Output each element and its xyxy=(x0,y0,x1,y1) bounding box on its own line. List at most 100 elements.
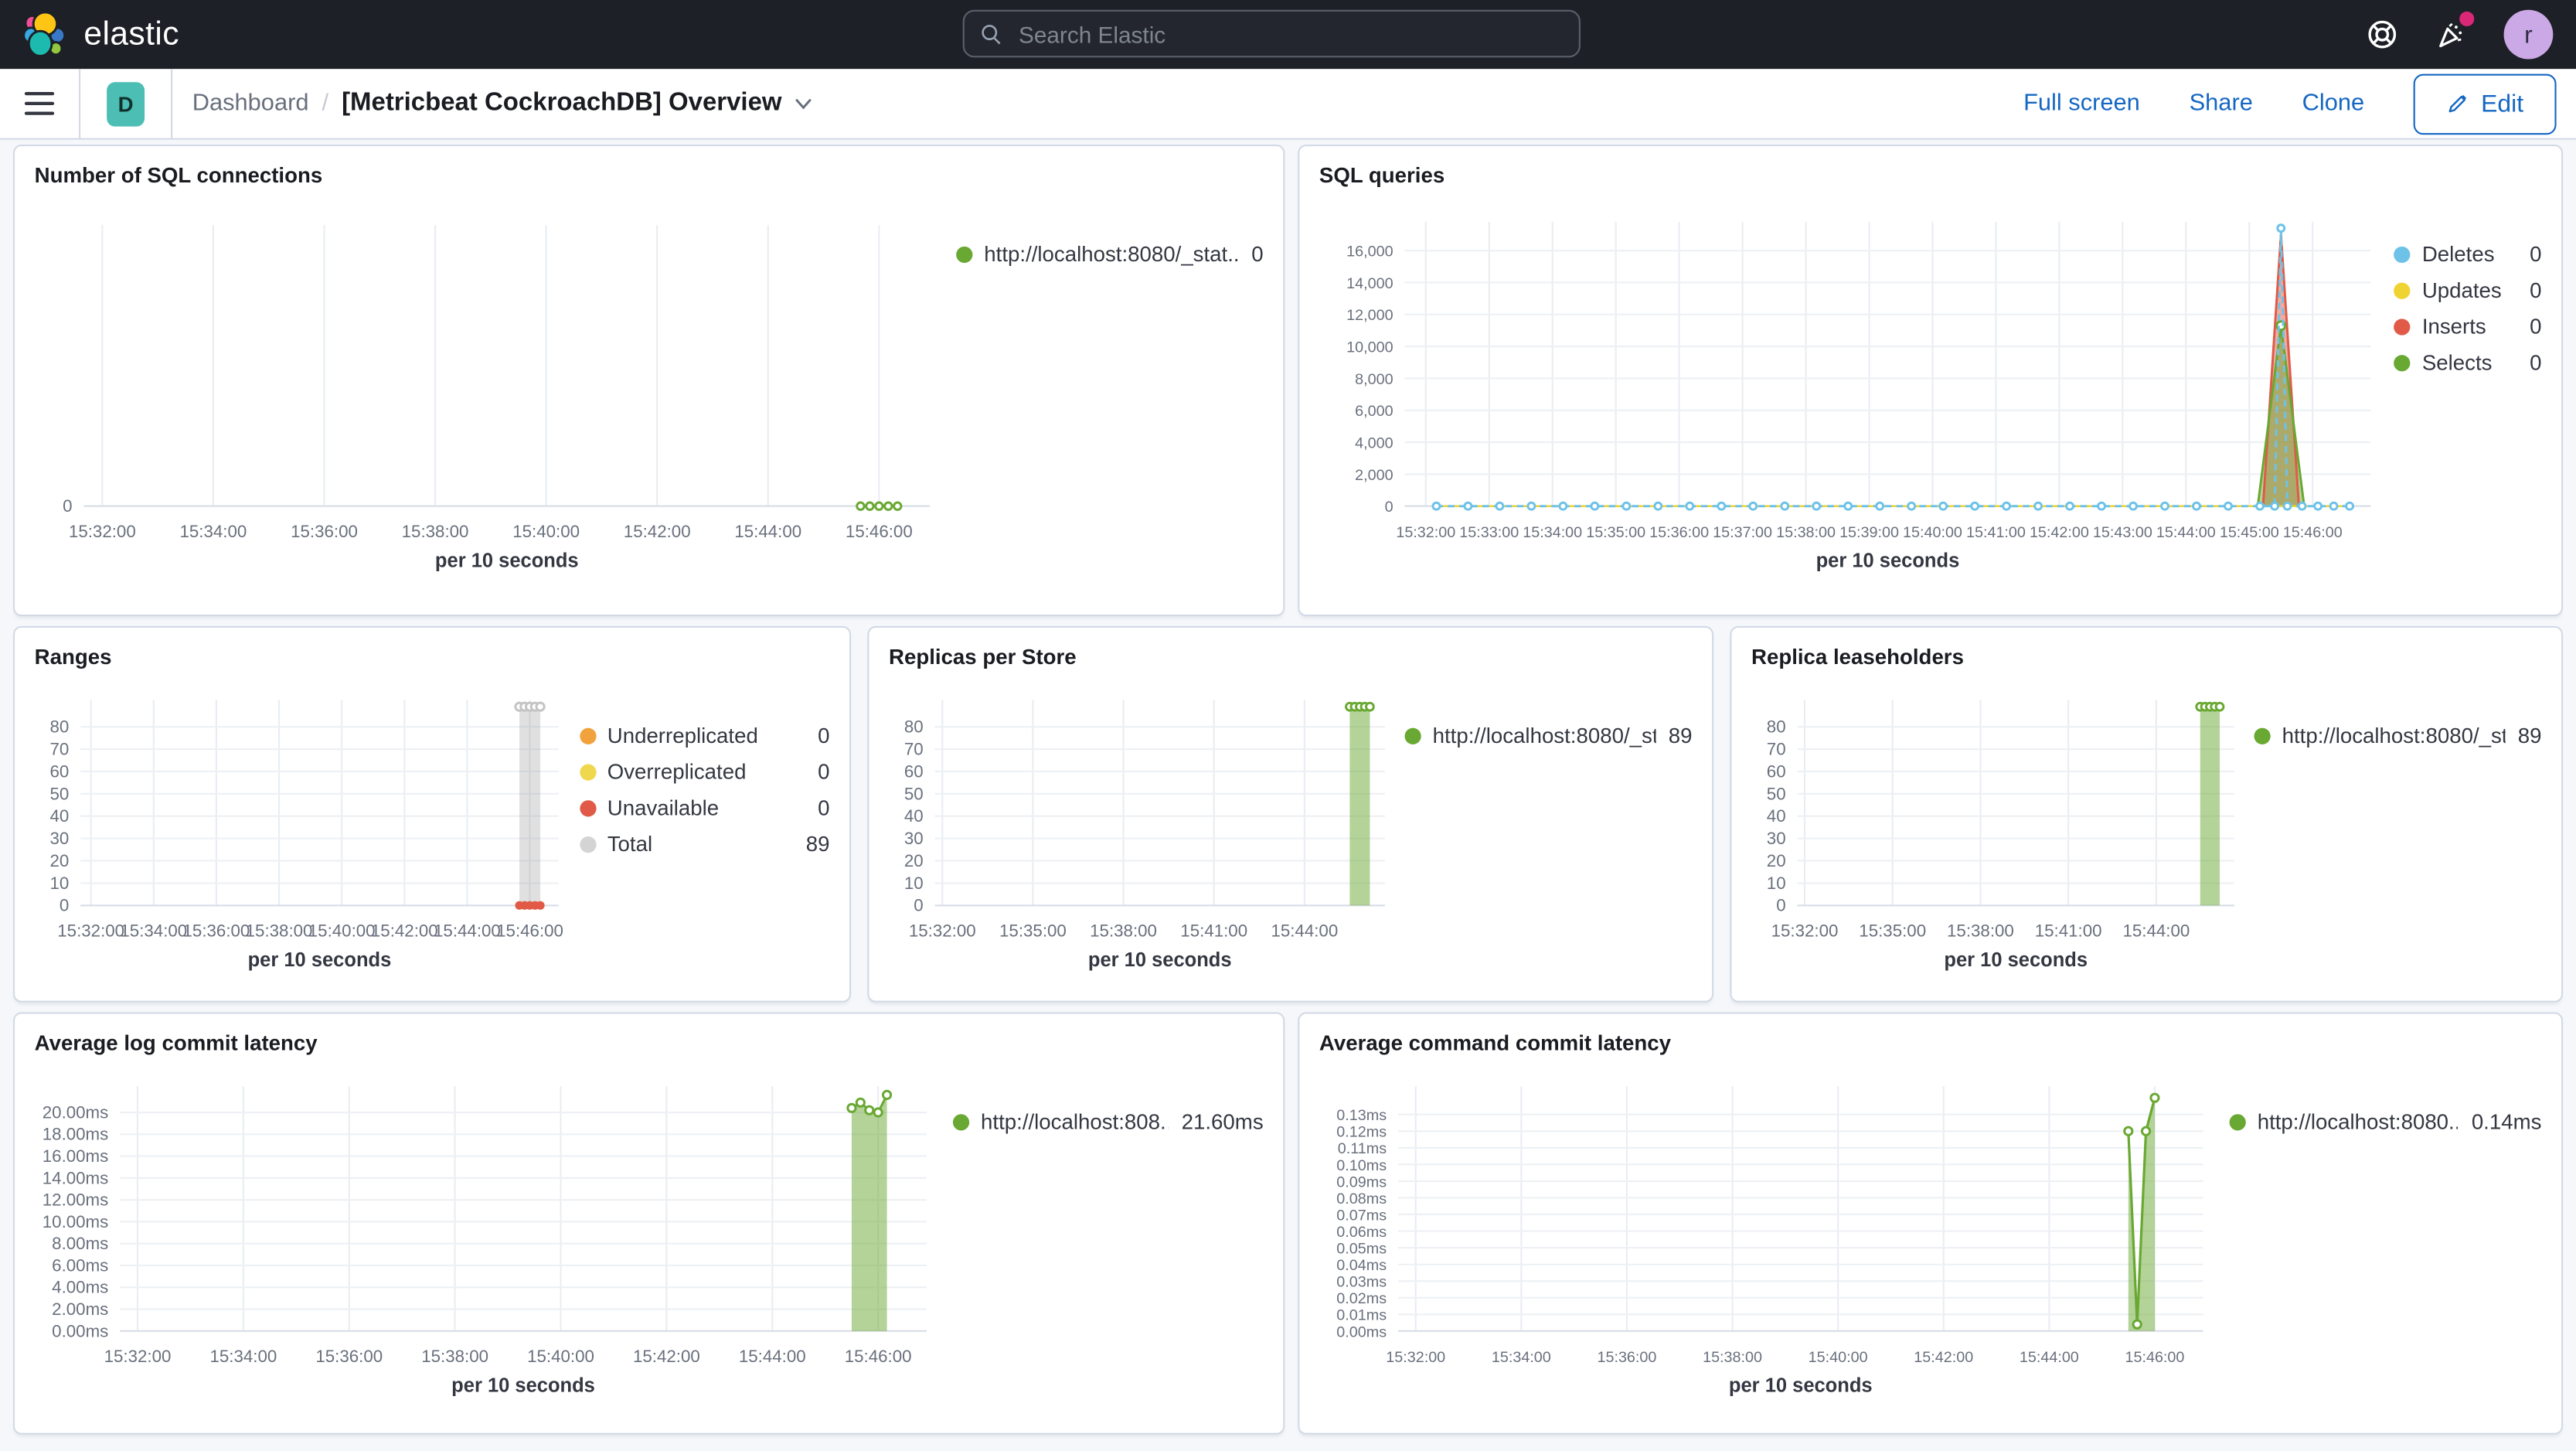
help-button[interactable] xyxy=(2366,18,2399,51)
legend-item[interactable]: Underreplicated 0 xyxy=(579,723,829,748)
legend-item[interactable]: Selects 0 xyxy=(2394,350,2541,375)
replicas-per-store-legend: http://localhost:8080/_sta... 89 xyxy=(1395,680,1692,988)
svg-text:4,000: 4,000 xyxy=(1355,435,1393,452)
panel-replicas-per-store[interactable]: Replicas per Store 0 10 20 30 40 50 60 70 80 15:3… xyxy=(867,625,1714,1003)
svg-text:15:36:00: 15:36:00 xyxy=(291,522,358,541)
svg-text:8,000: 8,000 xyxy=(1355,371,1393,388)
svg-text:20: 20 xyxy=(1767,851,1786,870)
elastic-logo[interactable]: elastic xyxy=(0,11,179,58)
svg-text:60: 60 xyxy=(49,761,69,781)
legend-item[interactable]: http://localhost:8080/_sta... 89 xyxy=(2254,723,2541,748)
avg-command-commit-latency-chart[interactable]: 0.00ms0.01ms0.02ms0.03ms0.04ms0.05ms0.06… xyxy=(1319,1067,2220,1420)
panel-avg-command-commit-latency[interactable]: Average command commit latency 0.00ms 0.0… xyxy=(1298,1012,2564,1435)
ranges-legend: Underreplicated 0 Overreplicated 0 Unavailab… xyxy=(570,680,830,988)
avg-log-commit-latency-chart[interactable]: 0.00ms 2.00ms 4.00ms 6.00ms 8.00ms 10.00ms 12.… xyxy=(35,1067,944,1420)
svg-text:0.03ms: 0.03ms xyxy=(1336,1274,1387,1291)
legend-label: Underreplicated xyxy=(607,723,758,748)
svg-text:15:32:00: 15:32:00 xyxy=(104,1347,172,1366)
share-button[interactable]: Share xyxy=(2189,90,2253,117)
breadcrumb-dashboard-link[interactable]: Dashboard xyxy=(192,90,309,117)
legend-dot xyxy=(2394,318,2411,335)
legend-label: http://localhost:808... xyxy=(981,1109,1169,1134)
legend-item[interactable]: http://localhost:8080/_stat... 0 xyxy=(956,241,1264,266)
panel-title: SQL queries xyxy=(1319,162,1445,188)
svg-text:15:32:00: 15:32:00 xyxy=(57,921,124,941)
svg-text:15:46:00: 15:46:00 xyxy=(2283,524,2343,541)
svg-text:0.00ms: 0.00ms xyxy=(52,1321,108,1340)
legend-item[interactable]: Deletes 0 xyxy=(2394,241,2541,267)
svg-text:15:46:00: 15:46:00 xyxy=(846,522,913,541)
legend-item[interactable]: Overreplicated 0 xyxy=(579,759,830,784)
replica-leaseholders-chart[interactable]: 0 10 20 30 40 50 60 70 80 15:32:00 15:35:00 15:38:0… xyxy=(1751,680,2244,988)
replicas-per-store-chart[interactable]: 0 10 20 30 40 50 60 70 80 15:32:00 15:35:00 15:38:0… xyxy=(889,680,1395,988)
user-avatar[interactable]: r xyxy=(2503,9,2554,60)
panel-ranges[interactable]: Ranges 0 10 20 30 40 50 60 70 80 15:32:00 15:34:00… xyxy=(13,625,852,1003)
svg-text:15:41:00: 15:41:00 xyxy=(1180,921,1247,941)
legend-item[interactable]: http://localhost:8080/_sta... 89 xyxy=(1404,723,1692,748)
legend-dot xyxy=(579,763,596,780)
svg-text:14.00ms: 14.00ms xyxy=(43,1168,109,1187)
pencil-icon xyxy=(2448,94,2467,113)
legend-dot xyxy=(579,727,596,744)
svg-text:40: 40 xyxy=(1767,806,1786,826)
panel-sql-queries[interactable]: SQL queries 0 2,000 4,000 6,000 8,000 10,000 1… xyxy=(1298,145,2564,617)
panel-avg-log-commit-latency[interactable]: Average log commit latency 0.00ms 2.00ms 4… xyxy=(13,1012,1285,1435)
search-input[interactable] xyxy=(1015,19,1563,49)
global-search[interactable] xyxy=(962,9,1581,58)
svg-text:15:38:00: 15:38:00 xyxy=(246,921,313,941)
panel-replica-leaseholders[interactable]: Replica leaseholders 0 10 20 30 40 50 60 70 80 15… xyxy=(1730,625,2564,1003)
svg-text:per 10 seconds: per 10 seconds xyxy=(1816,550,1960,571)
svg-text:15:38:00: 15:38:00 xyxy=(402,522,469,541)
legend-item[interactable]: Unavailable 0 xyxy=(579,795,829,820)
divider xyxy=(171,68,173,139)
svg-text:15:44:00: 15:44:00 xyxy=(734,522,801,541)
search-icon xyxy=(982,24,1001,44)
sql-queries-chart[interactable]: 0 2,000 4,000 6,000 8,000 10,000 12,000 14,000 1… xyxy=(1319,199,2384,601)
svg-text:15:44:00: 15:44:00 xyxy=(434,921,501,941)
legend-value: 89 xyxy=(805,831,830,857)
legend-value: 0 xyxy=(818,759,830,784)
edit-button[interactable]: Edit xyxy=(2413,73,2557,135)
page-title[interactable]: [Metricbeat CockroachDB] Overview xyxy=(342,89,813,118)
svg-text:0: 0 xyxy=(1385,499,1393,516)
legend-item[interactable]: http://localhost:808... 21.60ms xyxy=(952,1109,1264,1134)
svg-text:per 10 seconds: per 10 seconds xyxy=(435,550,579,571)
panel-number-of-sql-connections[interactable]: Number of SQL connections 0 15:32:00 15:34… xyxy=(13,145,1285,617)
svg-text:15:33:00: 15:33:00 xyxy=(1459,524,1519,541)
svg-text:15:46:00: 15:46:00 xyxy=(496,921,563,941)
legend-item[interactable]: Total 89 xyxy=(579,831,830,857)
legend-item[interactable]: Updates 0 xyxy=(2394,278,2541,302)
legend-label: Inserts xyxy=(2421,314,2486,339)
legend-item[interactable]: Inserts 0 xyxy=(2394,314,2541,339)
panel-title: Replicas per Store xyxy=(889,644,1077,669)
svg-text:15:36:00: 15:36:00 xyxy=(183,921,250,941)
svg-text:15:40:00: 15:40:00 xyxy=(1903,524,1962,541)
svg-text:60: 60 xyxy=(904,761,924,781)
svg-text:15:40:00: 15:40:00 xyxy=(308,921,376,941)
legend-label: http://localhost:8080/_sta... xyxy=(2282,723,2505,748)
svg-text:0.00ms: 0.00ms xyxy=(1336,1323,1387,1340)
svg-text:15:40:00: 15:40:00 xyxy=(512,522,580,541)
news-feed-button[interactable] xyxy=(2435,11,2475,51)
svg-text:15:37:00: 15:37:00 xyxy=(1713,524,1772,541)
svg-text:15:32:00: 15:32:00 xyxy=(69,522,136,541)
svg-text:70: 70 xyxy=(1767,740,1786,759)
full-screen-button[interactable]: Full screen xyxy=(2023,90,2140,117)
dashboard-badge[interactable]: D xyxy=(107,81,145,126)
sql-connections-chart[interactable]: 0 15:32:00 15:34:00 15:36:00 15:38:00 15:40:0… xyxy=(35,199,947,601)
svg-text:0: 0 xyxy=(914,896,923,915)
svg-text:0.11ms: 0.11ms xyxy=(1338,1140,1387,1157)
svg-text:15:38:00: 15:38:00 xyxy=(1090,921,1157,941)
svg-text:70: 70 xyxy=(49,740,69,759)
legend-item[interactable]: http://localhost:8080... 0.14ms xyxy=(2229,1109,2541,1134)
panel-title: Replica leaseholders xyxy=(1751,644,1964,669)
svg-text:6.00ms: 6.00ms xyxy=(52,1255,108,1275)
svg-text:15:34:00: 15:34:00 xyxy=(1523,524,1582,541)
svg-text:15:42:00: 15:42:00 xyxy=(624,522,691,541)
legend-label: Deletes xyxy=(2421,241,2495,267)
clone-button[interactable]: Clone xyxy=(2302,90,2365,117)
menu-button[interactable] xyxy=(24,92,55,115)
ranges-chart[interactable]: 0 10 20 30 40 50 60 70 80 15:32:0015:34:0015:36:0… xyxy=(35,680,570,988)
svg-text:2.00ms: 2.00ms xyxy=(52,1299,108,1319)
svg-text:per 10 seconds: per 10 seconds xyxy=(1088,949,1232,971)
